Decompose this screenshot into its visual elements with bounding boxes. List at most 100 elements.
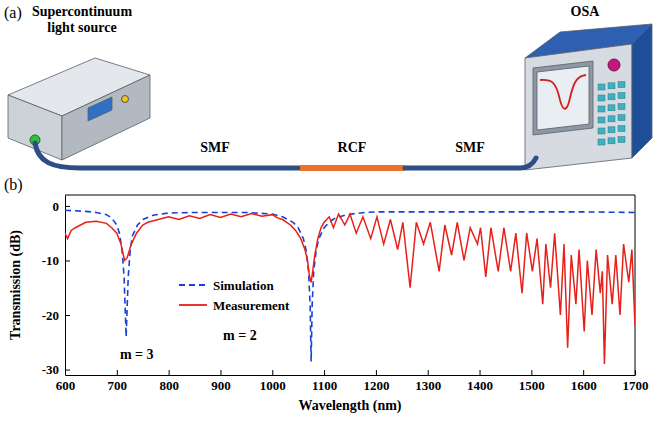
osa-key	[608, 94, 615, 100]
x-tick-label: 800	[159, 378, 179, 393]
legend-item: Simulation	[179, 278, 274, 293]
legend: Simulation Measurement	[179, 278, 290, 313]
x-tick-label: 1600	[571, 378, 597, 393]
y-tick: 0	[53, 199, 71, 214]
osa-key	[598, 128, 605, 134]
annotation: m = 2	[223, 328, 257, 343]
x-tick-label: 1000	[260, 378, 286, 393]
osa-screen	[537, 66, 589, 130]
legend-label: Simulation	[213, 278, 274, 293]
frame-top	[65, 195, 635, 196]
y-tick: -20	[42, 308, 70, 323]
osa-key	[598, 117, 605, 123]
y-tick: -30	[42, 362, 70, 377]
fiber-label: SMF	[200, 140, 230, 155]
osa-key	[608, 138, 615, 144]
legend-item: Measurement	[179, 298, 290, 313]
x-tick-mark	[169, 370, 170, 375]
osa-key	[598, 84, 605, 90]
x-tick-mark	[272, 370, 273, 375]
x-tick-mark	[220, 370, 221, 375]
fibers: SMF RCF SMF	[35, 140, 536, 168]
panel-a: (a)Supercontinuumlight sourceOSASMFRCFSM…	[4, 4, 652, 170]
x-tick: 800	[159, 370, 179, 393]
source-panel	[88, 97, 112, 121]
x-axis-title: Wavelength (nm)	[298, 398, 401, 414]
fiber-smf-2	[405, 158, 536, 168]
x-tick-label: 1700	[623, 378, 649, 393]
x-tick: 1500	[519, 370, 545, 393]
y-tick-mark	[65, 260, 70, 261]
panel-b: (b) 600 700 800 900 1000 1100 1200 1300 1400 1500 1…	[4, 176, 649, 414]
osa-key	[608, 127, 615, 133]
source-side	[62, 75, 150, 160]
x-tick-label: 700	[108, 378, 128, 393]
y-axis-title: Transmission (dB)	[8, 230, 24, 340]
osa-key	[618, 93, 625, 99]
source-label: Supercontinuumlight source	[32, 4, 132, 35]
x-tick: 1000	[260, 370, 286, 393]
light-source	[8, 58, 150, 160]
y-tick: -10	[42, 253, 70, 268]
osa-screen-frame	[533, 61, 593, 135]
x-tick-label: 600	[56, 378, 76, 393]
osa-key	[598, 106, 605, 112]
fiber-label: RCF	[338, 140, 367, 155]
x-tick-mark	[117, 370, 118, 375]
x-tick-label: 900	[211, 378, 231, 393]
legend-swatch	[179, 284, 207, 286]
osa-key	[618, 137, 625, 143]
source-button	[122, 96, 129, 103]
osa-screen-trace	[540, 75, 586, 109]
x-tick-mark	[480, 370, 481, 375]
x-tick: 1300	[415, 370, 441, 393]
osa	[525, 24, 652, 170]
series-line	[65, 214, 635, 365]
x-tick: 1700	[623, 370, 649, 393]
y-axis-line	[65, 196, 66, 376]
x-tick-mark	[531, 370, 532, 375]
legend-label: Measurement	[213, 298, 290, 313]
x-axis: 600 700 800 900 1000 1100 1200 1300 1400 1500 1600…	[56, 370, 649, 393]
x-tick: 1400	[467, 370, 493, 393]
fiber-label: SMF	[455, 140, 485, 155]
legend-swatch	[179, 304, 207, 306]
x-tick: 900	[211, 370, 231, 393]
x-tick-mark	[324, 370, 325, 375]
y-tick-label: -10	[42, 253, 59, 268]
series-line	[65, 210, 635, 361]
y-tick-mark	[65, 315, 70, 316]
x-tick-label: 1400	[467, 378, 493, 393]
x-tick-mark	[635, 370, 636, 375]
osa-knob	[608, 59, 620, 71]
osa-key	[608, 105, 615, 111]
y-axis: -30 -20 -10 0	[42, 196, 70, 378]
x-tick-label: 1100	[312, 378, 337, 393]
x-tick: 1600	[571, 370, 597, 393]
y-tick-mark	[65, 206, 70, 207]
source-label-line: light source	[47, 20, 116, 35]
osa-key	[618, 82, 625, 88]
osa-key	[608, 83, 615, 89]
osa-key	[618, 104, 625, 110]
x-tick-label: 1300	[415, 378, 441, 393]
x-tick-mark	[428, 370, 429, 375]
osa-key	[608, 116, 615, 122]
x-axis-line	[66, 375, 636, 376]
frame-right	[635, 195, 636, 375]
panel-letter: (b)	[4, 176, 23, 194]
x-tick-label: 1500	[519, 378, 545, 393]
osa-key	[598, 139, 605, 145]
annotation: m = 3	[120, 347, 154, 362]
plot-area	[65, 210, 635, 364]
y-tick-label: -30	[42, 362, 59, 377]
x-tick: 1100	[312, 370, 337, 393]
y-tick-mark	[65, 370, 70, 371]
panel-letter: (a)	[4, 4, 22, 22]
y-tick-label: -20	[42, 308, 59, 323]
fiber-rcf	[300, 165, 405, 171]
osa-side	[632, 24, 652, 158]
x-tick-mark	[583, 370, 584, 375]
x-tick: 700	[108, 370, 128, 393]
x-tick-label: 1200	[363, 378, 389, 393]
